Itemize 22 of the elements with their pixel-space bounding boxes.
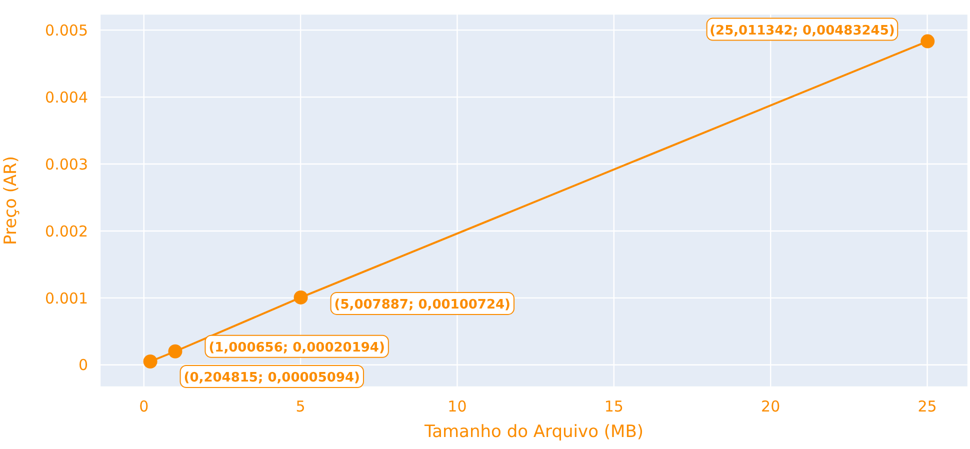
annotation: (25,011342; 0,00483245) — [710, 23, 895, 38]
y-tick-label: 0.004 — [45, 88, 88, 106]
x-tick-label: 0 — [139, 398, 149, 416]
x-tick-label: 20 — [761, 398, 780, 416]
x-tick-label: 15 — [604, 398, 624, 416]
annotation: (1,000656; 0,00020194) — [208, 340, 385, 356]
annotation: (0,204815; 0,00005094) — [184, 370, 360, 386]
point — [168, 344, 182, 358]
y-tick-label: 0.001 — [45, 289, 88, 308]
y-tick-label: 0.002 — [45, 222, 88, 240]
point — [143, 354, 158, 368]
x-tick-label: 10 — [448, 398, 467, 416]
point — [920, 34, 935, 48]
point — [294, 290, 308, 304]
x-axis-title: Tamanho do Arquivo (MB) — [424, 422, 644, 442]
annotation: (5,007887; 0,00100724) — [334, 297, 511, 312]
x-tick-label: 5 — [296, 398, 306, 416]
y-tick-label: 0 — [78, 356, 88, 374]
x-tick-label: 25 — [918, 398, 937, 416]
y-tick-label: 0.005 — [45, 21, 88, 40]
y-axis-title: Preço (AR) — [1, 156, 22, 245]
y-tick-label: 0.003 — [45, 155, 88, 174]
